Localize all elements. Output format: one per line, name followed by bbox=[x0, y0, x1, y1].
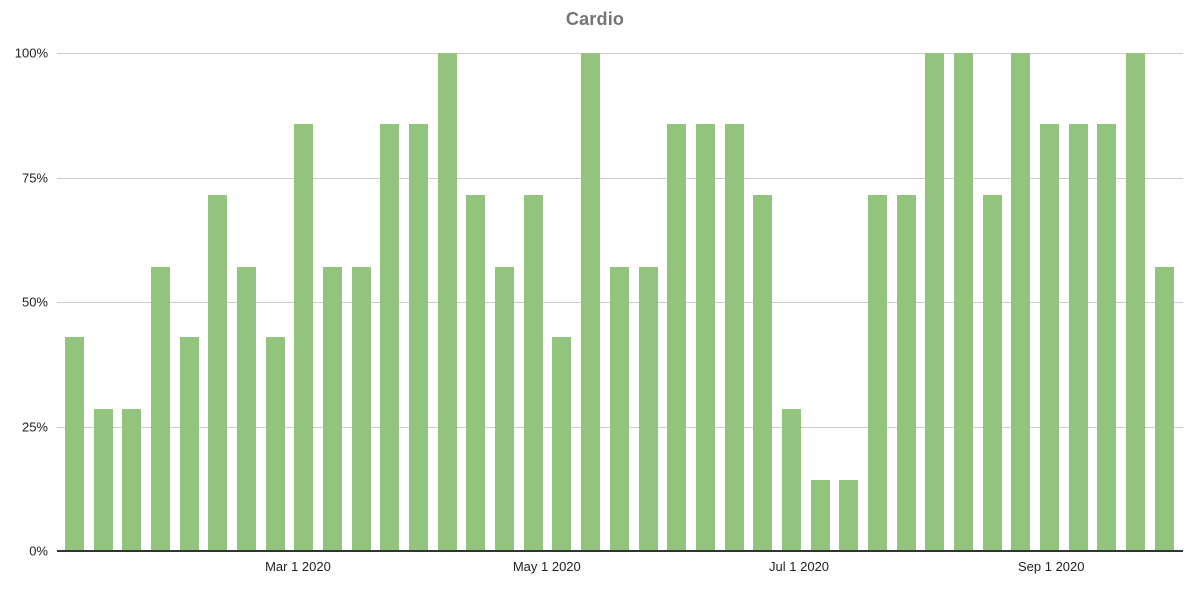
bar[interactable] bbox=[896, 195, 916, 551]
plot-area bbox=[57, 53, 1183, 552]
x-axis-tick-label: May 1 2020 bbox=[512, 559, 581, 574]
bar[interactable] bbox=[609, 266, 629, 551]
y-axis-tick-label: 50% bbox=[21, 294, 48, 310]
bar[interactable] bbox=[781, 408, 801, 551]
bar[interactable] bbox=[495, 266, 515, 551]
bar[interactable] bbox=[65, 337, 84, 551]
y-axis-tick-label: 100% bbox=[14, 45, 48, 61]
bar[interactable] bbox=[695, 124, 715, 551]
bar[interactable] bbox=[523, 195, 543, 551]
bar[interactable] bbox=[581, 53, 601, 551]
bar[interactable] bbox=[151, 266, 171, 551]
bar[interactable] bbox=[638, 266, 658, 551]
x-axis-tick-label: Mar 1 2020 bbox=[265, 559, 331, 574]
x-axis-line bbox=[57, 550, 1183, 552]
bar[interactable] bbox=[208, 195, 228, 551]
x-axis-tick-label: Sep 1 2020 bbox=[1017, 559, 1085, 574]
bar[interactable] bbox=[1154, 266, 1174, 551]
bar[interactable] bbox=[237, 266, 257, 551]
bar[interactable] bbox=[1125, 53, 1145, 551]
bar[interactable] bbox=[810, 479, 830, 551]
bar[interactable] bbox=[380, 124, 400, 551]
bar[interactable] bbox=[724, 124, 744, 551]
bar[interactable] bbox=[1011, 53, 1031, 551]
bar[interactable] bbox=[93, 408, 113, 551]
y-axis-tick-label: 0% bbox=[29, 543, 48, 559]
bar[interactable] bbox=[294, 124, 314, 551]
bar[interactable] bbox=[122, 408, 142, 551]
y-axis-tick-label: 25% bbox=[21, 419, 48, 434]
bar[interactable] bbox=[323, 266, 343, 551]
bar[interactable] bbox=[867, 195, 887, 551]
bar[interactable] bbox=[552, 337, 572, 551]
chart-title: Cardio bbox=[565, 9, 625, 29]
bar[interactable] bbox=[265, 337, 285, 551]
bar[interactable] bbox=[953, 53, 973, 551]
bar[interactable] bbox=[667, 124, 687, 551]
bar[interactable] bbox=[1039, 124, 1059, 551]
x-axis-tick-label: Jul 1 2020 bbox=[769, 559, 830, 574]
bar[interactable] bbox=[351, 266, 371, 551]
bar[interactable] bbox=[466, 195, 486, 551]
gridline-100 bbox=[57, 53, 1183, 54]
bar[interactable] bbox=[409, 124, 429, 551]
bar[interactable] bbox=[179, 337, 199, 551]
bar[interactable] bbox=[1068, 124, 1088, 551]
gridline-75 bbox=[57, 177, 1183, 179]
bar[interactable] bbox=[839, 479, 859, 551]
bar[interactable] bbox=[925, 53, 945, 551]
bar[interactable] bbox=[753, 195, 773, 551]
y-axis-tick-label: 75% bbox=[21, 170, 48, 185]
bar[interactable] bbox=[982, 195, 1002, 551]
bar[interactable] bbox=[437, 53, 457, 551]
bar[interactable] bbox=[1097, 124, 1117, 551]
